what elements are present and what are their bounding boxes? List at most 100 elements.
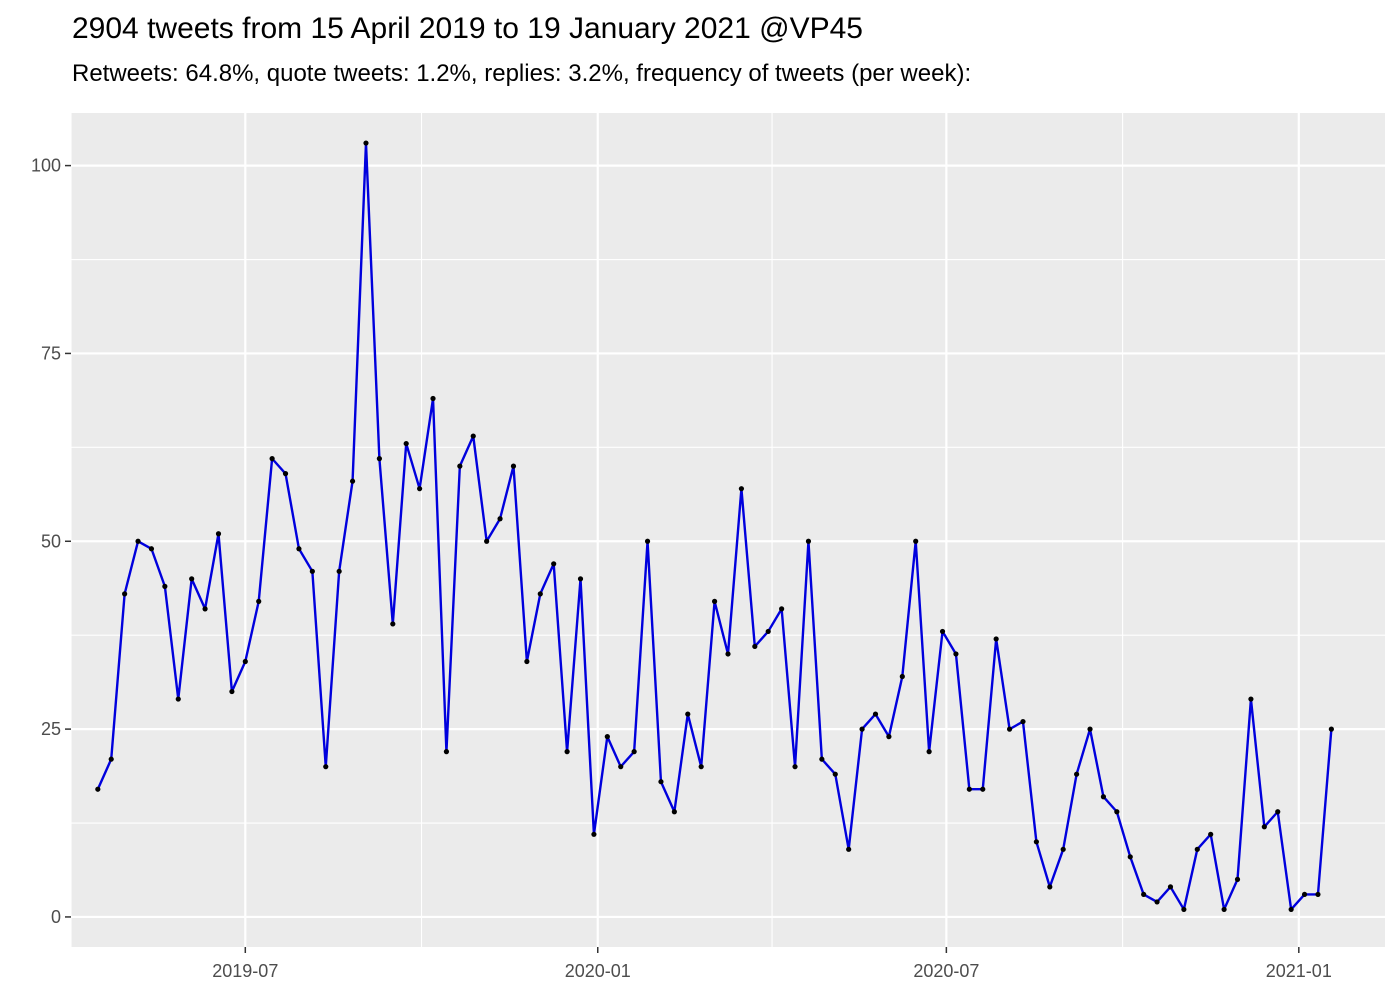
data-point	[859, 726, 865, 732]
chart-title: 2904 tweets from 15 April 2019 to 19 Jan…	[72, 12, 863, 45]
major-gridlines	[71, 113, 1385, 947]
data-point	[323, 764, 329, 770]
x-tick-label: 2020-01	[565, 961, 631, 981]
data-point	[1221, 906, 1227, 913]
data-point	[1248, 696, 1254, 702]
data-point	[269, 456, 275, 462]
data-point	[296, 546, 302, 552]
data-point	[1020, 718, 1026, 725]
data-point	[618, 764, 624, 770]
data-point	[1074, 771, 1080, 777]
data-point	[752, 643, 758, 650]
y-tick-label: 50	[41, 531, 61, 551]
y-axis: 0 25 50 75 100	[31, 156, 71, 927]
data-point	[966, 786, 972, 792]
data-point	[604, 734, 610, 740]
data-point	[282, 471, 289, 477]
data-point	[229, 688, 235, 695]
data-point	[658, 779, 664, 785]
data-point	[336, 568, 342, 574]
data-point	[510, 463, 517, 469]
data-point	[939, 628, 946, 635]
x-tick-label: 2019-07	[212, 961, 278, 981]
data-point	[1087, 726, 1093, 732]
data-point	[1167, 884, 1174, 890]
data-point	[349, 478, 356, 484]
data-point	[95, 786, 101, 792]
y-tick-label: 0	[51, 907, 61, 927]
data-point	[135, 538, 141, 544]
data-point	[470, 433, 476, 439]
data-point	[591, 831, 597, 837]
data-point	[738, 486, 745, 492]
data-point	[108, 756, 114, 762]
data-point	[846, 846, 852, 852]
plot-panel	[71, 113, 1385, 947]
data-point	[953, 651, 959, 657]
data-point	[765, 628, 771, 635]
data-point	[913, 538, 919, 544]
data-point	[122, 591, 128, 597]
data-point	[671, 809, 677, 815]
x-tick-label: 2021-01	[1266, 961, 1332, 981]
data-point	[443, 749, 450, 755]
data-point	[1127, 854, 1133, 860]
data-point	[242, 658, 248, 665]
data-point	[309, 568, 315, 574]
data-point	[551, 561, 557, 567]
data-point	[832, 771, 838, 777]
data-point	[993, 636, 999, 642]
data-point	[1301, 891, 1308, 898]
data-point	[1261, 824, 1267, 830]
data-point	[899, 673, 905, 680]
data-point	[1100, 794, 1107, 800]
data-point	[1033, 839, 1039, 845]
data-point	[148, 546, 155, 552]
data-point	[524, 658, 530, 665]
data-point	[215, 531, 222, 537]
data-point	[175, 696, 181, 702]
data-point	[564, 749, 570, 755]
data-point	[1047, 884, 1053, 890]
y-tick-label: 25	[41, 719, 61, 739]
y-tick-label: 100	[31, 156, 61, 176]
data-point	[256, 598, 262, 604]
data-point	[631, 749, 637, 755]
data-point	[577, 576, 584, 582]
data-point	[1114, 809, 1120, 815]
data-point	[792, 764, 798, 770]
data-points	[95, 140, 1334, 913]
data-point	[430, 395, 436, 402]
data-point	[685, 711, 691, 717]
data-point	[1328, 726, 1334, 732]
data-point	[1006, 726, 1013, 732]
data-point	[484, 538, 490, 544]
data-point	[926, 749, 932, 755]
data-point	[497, 516, 503, 522]
data-point	[698, 764, 704, 770]
data-point	[417, 486, 423, 492]
data-point	[1275, 809, 1281, 815]
data-point	[1234, 876, 1241, 882]
data-point	[779, 606, 785, 612]
data-point	[805, 538, 812, 544]
data-point	[537, 591, 543, 597]
data-point	[1288, 906, 1294, 913]
x-tick-label: 2020-07	[913, 961, 979, 981]
x-axis: 2019-07 2020-01 2020-07 2021-01	[212, 947, 1332, 981]
data-point	[162, 583, 168, 589]
data-point	[725, 651, 731, 657]
data-point	[457, 463, 463, 469]
data-point	[644, 538, 651, 544]
minor-gridlines	[70, 113, 1385, 947]
data-point	[711, 598, 718, 604]
data-point	[390, 621, 396, 627]
data-point	[363, 140, 369, 146]
y-tick-label: 75	[41, 343, 61, 363]
data-point	[202, 606, 208, 612]
data-point	[1154, 899, 1160, 905]
data-point	[819, 756, 825, 762]
chart-subtitle: Retweets: 64.8%, quote tweets: 1.2%, rep…	[72, 60, 972, 87]
data-point	[886, 734, 892, 740]
